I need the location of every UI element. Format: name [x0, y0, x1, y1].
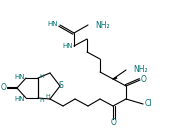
- Text: S: S: [59, 82, 63, 90]
- Text: H: H: [40, 97, 44, 102]
- Text: NH₂: NH₂: [133, 65, 148, 75]
- Text: NH₂: NH₂: [95, 21, 110, 30]
- Text: O: O: [1, 84, 7, 92]
- Text: HN: HN: [48, 21, 58, 27]
- Text: HN: HN: [62, 43, 73, 49]
- Text: O: O: [141, 75, 147, 85]
- Text: O: O: [111, 118, 117, 127]
- Text: HN: HN: [15, 74, 25, 80]
- Text: HN: HN: [15, 96, 25, 102]
- Text: H: H: [46, 94, 50, 99]
- Text: H: H: [40, 73, 44, 78]
- Text: Cl: Cl: [144, 99, 152, 109]
